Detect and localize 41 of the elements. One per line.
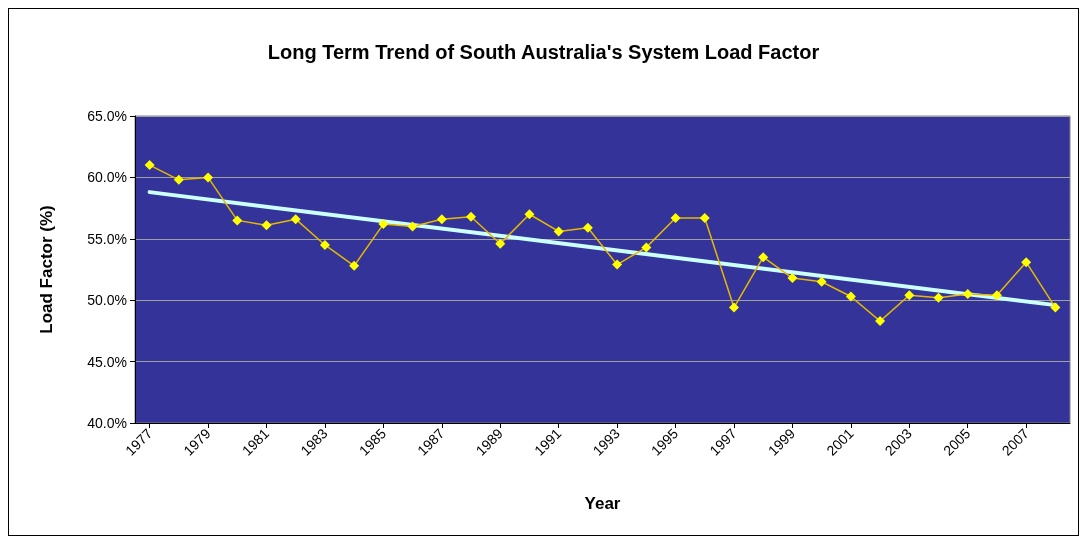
point [349,260,360,271]
point [378,219,389,230]
point [904,290,915,301]
point [232,215,243,226]
point [670,212,681,223]
point [641,242,652,253]
point [612,259,623,270]
point [436,214,447,225]
x-axis-title: Year [584,494,621,513]
y-tick-label: 60.0% [87,169,127,186]
point [173,174,184,185]
chart-title: Long Term Trend of South Australia's System Load Factor [267,41,820,63]
point [582,222,593,233]
y-tick-label: 45.0% [87,353,127,370]
point [319,239,330,250]
point [1050,302,1061,313]
y-tick-label: 50.0% [87,292,127,309]
y-axis-title: Load Factor (%) [37,205,56,334]
y-tick-label: 55.0% [87,230,127,247]
point [699,212,710,223]
point [144,160,155,171]
point [728,302,739,313]
point [875,316,886,327]
point [524,209,535,220]
point [203,172,214,183]
point [407,221,418,232]
point [816,276,827,287]
point [845,291,856,302]
point [553,226,564,237]
point [933,292,944,303]
point [758,252,769,263]
point [466,211,477,222]
y-tick-label: 65.0% [87,108,127,124]
point [962,289,973,300]
point [290,214,301,225]
point [495,238,506,249]
point [261,220,272,231]
point [787,273,798,284]
y-tick-label: 40.0% [87,415,127,431]
point [1021,257,1032,268]
point [991,290,1002,301]
